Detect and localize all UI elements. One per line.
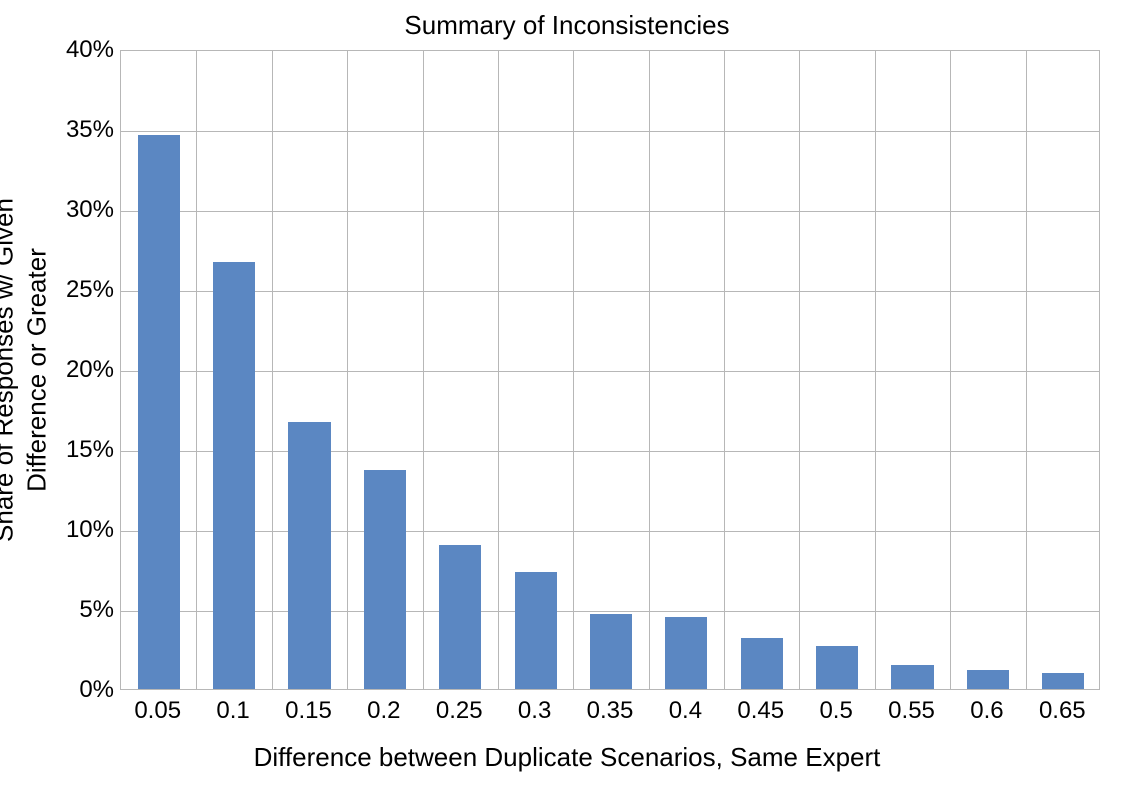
x-tick-label: 0.25 — [436, 697, 483, 725]
gridline-v — [423, 51, 424, 689]
y-axis-label-line1: Share of Responses w/ Given — [0, 198, 19, 542]
gridline-v — [196, 51, 197, 689]
gridline-h — [121, 531, 1099, 532]
bar — [967, 670, 1009, 689]
bar — [891, 665, 933, 689]
y-tick-label: 15% — [34, 436, 114, 464]
bar — [741, 638, 783, 689]
gridline-v — [272, 51, 273, 689]
plot-area — [120, 50, 1100, 690]
bar — [213, 262, 255, 689]
y-tick-label: 0% — [34, 676, 114, 704]
bar — [288, 422, 330, 689]
x-tick-label: 0.5 — [819, 697, 852, 725]
gridline-v — [498, 51, 499, 689]
y-tick-label: 10% — [34, 516, 114, 544]
bar — [1042, 673, 1084, 689]
gridline-v — [724, 51, 725, 689]
bar — [515, 572, 557, 689]
x-tick-label: 0.4 — [669, 697, 702, 725]
bar — [138, 135, 180, 689]
bar — [665, 617, 707, 689]
y-tick-label: 5% — [34, 596, 114, 624]
gridline-h — [121, 371, 1099, 372]
y-tick-label: 20% — [34, 356, 114, 384]
bar — [364, 470, 406, 689]
bar — [590, 614, 632, 689]
x-tick-label: 0.15 — [285, 697, 332, 725]
gridline-v — [875, 51, 876, 689]
bar — [439, 545, 481, 689]
gridline-v — [1026, 51, 1027, 689]
gridline-v — [649, 51, 650, 689]
x-tick-label: 0.45 — [737, 697, 784, 725]
x-axis-label: Difference between Duplicate Scenarios, … — [0, 742, 1134, 773]
gridline-h — [121, 211, 1099, 212]
y-tick-label: 30% — [34, 196, 114, 224]
x-tick-label: 0.6 — [970, 697, 1003, 725]
y-tick-label: 40% — [34, 36, 114, 64]
chart-container: Summary of Inconsistencies Share of Resp… — [0, 0, 1134, 792]
gridline-h — [121, 131, 1099, 132]
x-tick-label: 0.55 — [888, 697, 935, 725]
bar — [816, 646, 858, 689]
chart-title: Summary of Inconsistencies — [0, 10, 1134, 41]
gridline-v — [347, 51, 348, 689]
x-tick-label: 0.65 — [1039, 697, 1086, 725]
x-tick-label: 0.35 — [587, 697, 634, 725]
x-tick-label: 0.05 — [134, 697, 181, 725]
gridline-v — [573, 51, 574, 689]
gridline-h — [121, 611, 1099, 612]
x-tick-label: 0.1 — [216, 697, 249, 725]
gridline-h — [121, 291, 1099, 292]
gridline-h — [121, 451, 1099, 452]
y-tick-label: 35% — [34, 116, 114, 144]
y-tick-label: 25% — [34, 276, 114, 304]
x-tick-label: 0.3 — [518, 697, 551, 725]
gridline-v — [799, 51, 800, 689]
gridline-v — [950, 51, 951, 689]
x-tick-label: 0.2 — [367, 697, 400, 725]
